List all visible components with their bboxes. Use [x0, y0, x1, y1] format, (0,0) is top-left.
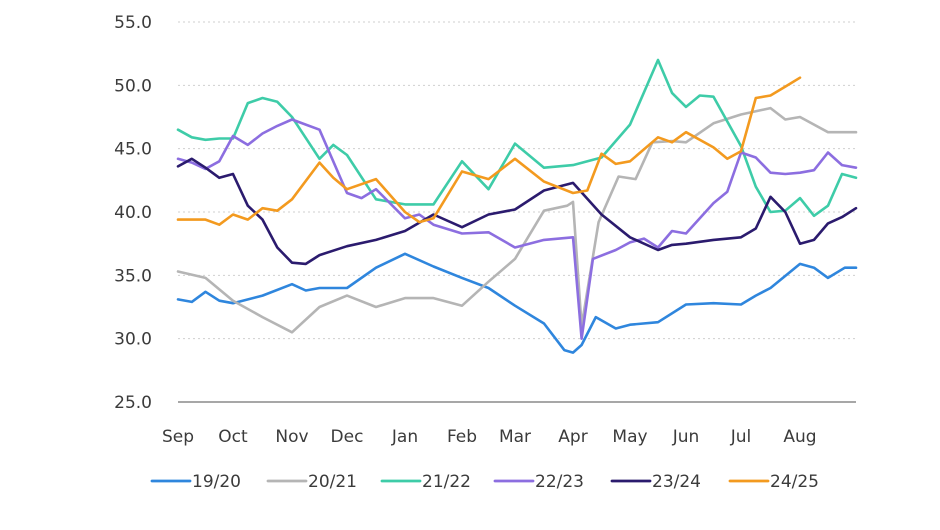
x-tick-label: Aug — [783, 427, 816, 447]
y-axis-ticks: 55.0 50.0 45.0 40.0 35.0 30.0 25.0 — [114, 13, 152, 413]
legend-item-22-23: 22/23 — [493, 472, 584, 492]
x-tick-label: Mar — [499, 427, 531, 447]
legend-item-19-20: 19/20 — [150, 472, 241, 492]
x-tick-label: Jul — [730, 427, 752, 447]
x-tick-label: Dec — [331, 427, 364, 447]
legend-item-24-25: 24/25 — [728, 472, 819, 492]
series-line-23-24 — [176, 157, 858, 266]
x-tick-label: Oct — [218, 427, 248, 447]
series-line-24-25 — [176, 76, 802, 226]
x-tick-label: May — [612, 427, 647, 447]
y-tick-label: 25.0 — [114, 393, 152, 413]
legend-item-21-22: 21/22 — [380, 472, 471, 492]
legend: 19/20 20/21 21/22 22/23 23/24 24/25 — [150, 472, 819, 492]
y-tick-label: 40.0 — [114, 203, 152, 223]
x-tick-label: Jun — [672, 427, 700, 447]
series-line-22-23 — [176, 118, 858, 341]
x-axis-ticks: Sep Oct Nov Dec Jan Feb Mar Apr May Jun Jul Aug — [162, 427, 817, 447]
y-tick-label: 30.0 — [114, 330, 152, 350]
x-tick-label: Jan — [391, 427, 418, 447]
legend-label: 19/20 — [192, 472, 241, 492]
y-tick-label: 50.0 — [114, 76, 152, 96]
series-line-21-22 — [176, 58, 858, 218]
legend-item-23-24: 23/24 — [610, 472, 701, 492]
legend-label: 24/25 — [770, 472, 819, 492]
x-tick-label: Nov — [275, 427, 308, 447]
x-tick-label: Sep — [162, 427, 194, 447]
legend-label: 20/21 — [308, 472, 357, 492]
x-tick-label: Apr — [558, 427, 587, 447]
series-line-20-21 — [176, 106, 858, 334]
series-lines — [176, 58, 858, 354]
y-tick-label: 55.0 — [114, 13, 152, 33]
y-tick-label: 45.0 — [114, 140, 152, 160]
legend-item-20-21: 20/21 — [266, 472, 357, 492]
legend-label: 21/22 — [422, 472, 471, 492]
series-line-19-20 — [176, 252, 858, 354]
y-tick-label: 35.0 — [114, 266, 152, 286]
x-tick-label: Feb — [447, 427, 477, 447]
legend-label: 23/24 — [652, 472, 701, 492]
legend-label: 22/23 — [535, 472, 584, 492]
